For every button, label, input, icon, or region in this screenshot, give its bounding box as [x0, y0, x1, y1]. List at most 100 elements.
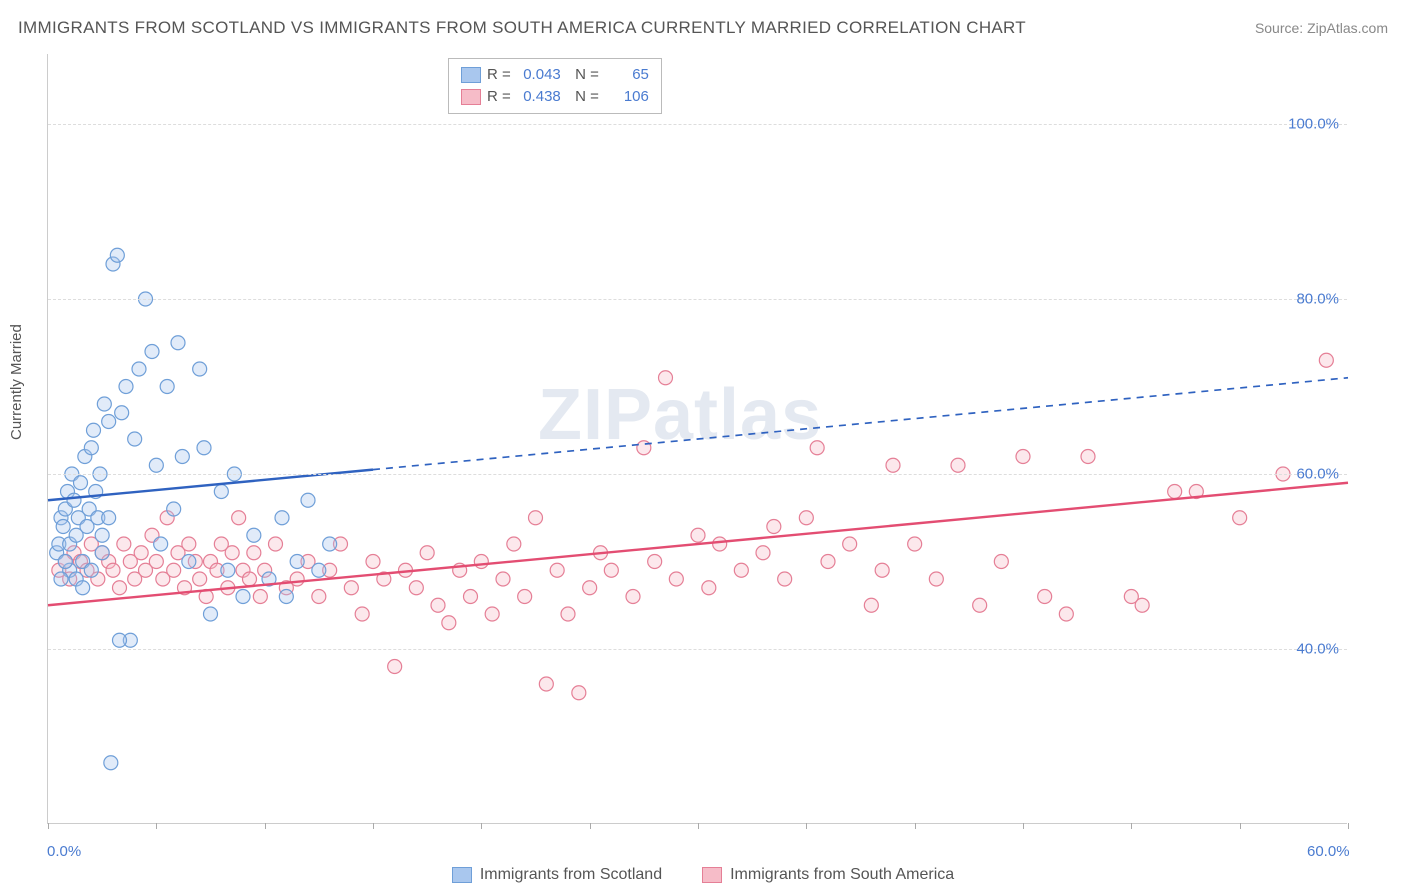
y-tick-label: 60.0%: [1296, 466, 1339, 483]
swatch-scotland-icon: [452, 867, 472, 883]
data-point-southamerica: [1168, 485, 1182, 499]
data-point-southamerica: [496, 572, 510, 586]
n-label: N =: [567, 86, 599, 108]
data-point-southamerica: [344, 581, 358, 595]
data-point-southamerica: [269, 537, 283, 551]
y-tick-label: 40.0%: [1296, 641, 1339, 658]
data-point-scotland: [56, 520, 70, 534]
chart-svg: [48, 54, 1347, 823]
data-point-scotland: [128, 432, 142, 446]
x-tick-label: 60.0%: [1307, 843, 1350, 860]
data-point-southamerica: [821, 555, 835, 569]
legend-item-southamerica: Immigrants from South America: [702, 866, 954, 884]
n-value-scotland: 65: [605, 64, 649, 86]
data-point-southamerica: [232, 511, 246, 525]
data-point-scotland: [104, 756, 118, 770]
data-point-southamerica: [875, 563, 889, 577]
r-value-scotland: 0.043: [517, 64, 561, 86]
data-point-southamerica: [355, 607, 369, 621]
x-tick: [1240, 823, 1241, 829]
data-point-southamerica: [1081, 450, 1095, 464]
data-point-southamerica: [626, 590, 640, 604]
data-point-scotland: [247, 528, 261, 542]
data-point-southamerica: [474, 555, 488, 569]
data-point-southamerica: [539, 677, 553, 691]
data-point-southamerica: [464, 590, 478, 604]
data-point-scotland: [197, 441, 211, 455]
data-point-scotland: [54, 572, 68, 586]
swatch-southamerica-icon: [702, 867, 722, 883]
data-point-southamerica: [366, 555, 380, 569]
data-point-southamerica: [149, 555, 163, 569]
data-point-scotland: [102, 511, 116, 525]
y-axis-label: Currently Married: [8, 324, 25, 440]
data-point-scotland: [84, 441, 98, 455]
data-point-scotland: [74, 476, 88, 490]
x-tick: [1131, 823, 1132, 829]
data-point-scotland: [110, 248, 124, 262]
data-point-scotland: [204, 607, 218, 621]
data-point-southamerica: [973, 598, 987, 612]
data-point-scotland: [236, 590, 250, 604]
y-tick-label: 80.0%: [1296, 291, 1339, 308]
data-point-scotland: [102, 415, 116, 429]
data-point-scotland: [115, 406, 129, 420]
data-point-southamerica: [388, 660, 402, 674]
data-point-southamerica: [243, 572, 257, 586]
n-value-southamerica: 106: [605, 86, 649, 108]
data-point-southamerica: [572, 686, 586, 700]
data-point-southamerica: [734, 563, 748, 577]
gridline: [48, 649, 1347, 650]
data-point-scotland: [323, 537, 337, 551]
data-point-scotland: [95, 528, 109, 542]
data-point-southamerica: [113, 581, 127, 595]
data-point-southamerica: [561, 607, 575, 621]
data-point-southamerica: [702, 581, 716, 595]
data-point-scotland: [149, 458, 163, 472]
x-tick: [806, 823, 807, 829]
data-point-southamerica: [117, 537, 131, 551]
data-point-southamerica: [994, 555, 1008, 569]
x-tick: [590, 823, 591, 829]
data-point-southamerica: [420, 546, 434, 560]
data-point-scotland: [76, 581, 90, 595]
data-point-southamerica: [106, 563, 120, 577]
chart-title: IMMIGRANTS FROM SCOTLAND VS IMMIGRANTS F…: [18, 18, 1026, 38]
data-point-scotland: [301, 493, 315, 507]
data-point-southamerica: [550, 563, 564, 577]
data-point-southamerica: [810, 441, 824, 455]
data-point-southamerica: [908, 537, 922, 551]
data-point-scotland: [275, 511, 289, 525]
x-tick: [698, 823, 699, 829]
n-label: N =: [567, 64, 599, 86]
data-point-southamerica: [1016, 450, 1030, 464]
swatch-scotland: [461, 67, 481, 83]
correlation-legend: R = 0.043 N = 65 R = 0.438 N = 106: [448, 58, 662, 114]
plot-area: ZIPatlas 40.0%60.0%80.0%100.0%: [47, 54, 1347, 824]
x-tick: [48, 823, 49, 829]
x-tick: [373, 823, 374, 829]
data-point-southamerica: [290, 572, 304, 586]
data-point-southamerica: [778, 572, 792, 586]
data-point-southamerica: [507, 537, 521, 551]
data-point-southamerica: [431, 598, 445, 612]
title-bar: IMMIGRANTS FROM SCOTLAND VS IMMIGRANTS F…: [18, 18, 1388, 38]
data-point-scotland: [290, 555, 304, 569]
x-tick-label: 0.0%: [47, 843, 81, 860]
data-point-scotland: [95, 546, 109, 560]
x-tick: [1348, 823, 1349, 829]
data-point-southamerica: [1059, 607, 1073, 621]
data-point-scotland: [87, 423, 101, 437]
data-point-southamerica: [134, 546, 148, 560]
data-point-southamerica: [312, 590, 326, 604]
legend-label-scotland: Immigrants from Scotland: [480, 866, 662, 884]
data-point-southamerica: [648, 555, 662, 569]
data-point-scotland: [113, 633, 127, 647]
data-point-southamerica: [886, 458, 900, 472]
r-value-southamerica: 0.438: [517, 86, 561, 108]
data-point-scotland: [67, 493, 81, 507]
data-point-southamerica: [1038, 590, 1052, 604]
trend-line-dash-scotland: [373, 378, 1348, 470]
y-tick-label: 100.0%: [1288, 116, 1339, 133]
data-point-scotland: [145, 345, 159, 359]
